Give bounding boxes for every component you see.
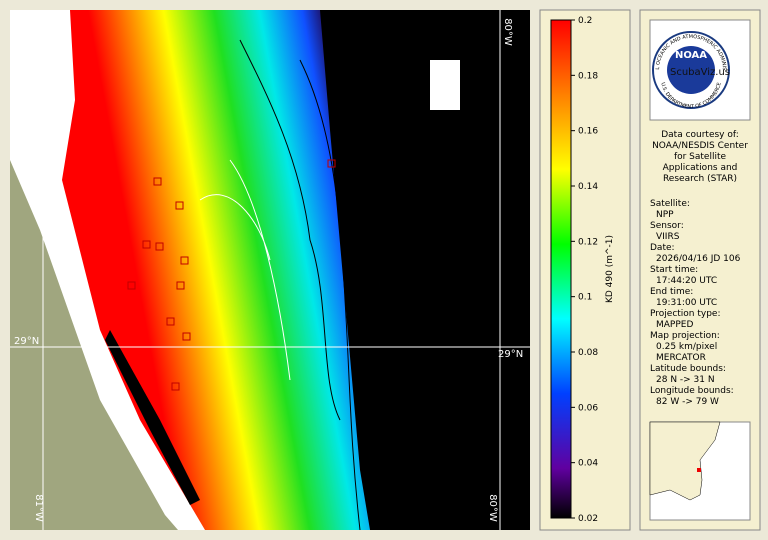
colorbar-tick-label: 0.2 (578, 16, 592, 26)
field-value: 19:31:00 UTC (656, 298, 717, 308)
logo-disc (667, 46, 715, 94)
colorbar-tick-label: 0.04 (578, 459, 598, 469)
colorbar-tick-label: 0.18 (578, 71, 598, 81)
field-label: Projection type: (650, 309, 721, 319)
field-value: 17:44:20 UTC (656, 276, 717, 286)
field-label: Start time: (650, 265, 698, 275)
field-value: NPP (656, 210, 674, 220)
inset-marker (697, 468, 701, 472)
credit-line: Applications and (663, 163, 738, 173)
credit-line: for Satellite (674, 152, 727, 162)
logo-name: NOAA (675, 50, 707, 61)
field-label: Sensor: (650, 221, 684, 231)
credit-line: Research (STAR) (663, 174, 737, 184)
field-label: End time: (650, 287, 693, 297)
inset-land (649, 421, 721, 501)
grid-label: 80°W (502, 18, 513, 46)
field-value: 82 W -> 79 W (656, 397, 719, 407)
field-label: Date: (650, 243, 675, 253)
field-value: 28 N -> 31 N (656, 375, 715, 385)
grid-label: 81°W (33, 494, 44, 522)
field-value: 0.25 km/pixel (656, 342, 717, 352)
watermark: ScubaViz.us (670, 67, 730, 78)
colorbar-tick-label: 0.08 (578, 348, 598, 358)
grid-label: 29°N (498, 349, 523, 360)
field-label: Map projection: (650, 331, 720, 341)
colorbar (550, 19, 572, 519)
field-value: VIIRS (656, 232, 680, 242)
map (10, 10, 530, 530)
credit-line: Data courtesy of: (661, 130, 739, 140)
colorbar-tick-label: 0.14 (578, 182, 598, 192)
colorbar-tick-label: 0.02 (578, 514, 598, 524)
grid-label: 80°W (487, 494, 498, 522)
colorbar-tick-label: 0.16 (578, 127, 598, 137)
field-label: Longitude bounds: (650, 386, 734, 396)
credit-line: NOAA/NESDIS Center (652, 141, 748, 151)
colorbar-tick-label: 0.12 (578, 237, 598, 247)
field-value: MAPPED (656, 320, 693, 330)
field-value: 2026/04/16 JD 106 (656, 254, 741, 264)
colorbar-tick-label: 0.06 (578, 403, 598, 413)
field-label: Satellite: (650, 199, 690, 209)
colorbar-tick-label: 0.1 (578, 293, 592, 303)
field-value: MERCATOR (656, 353, 706, 363)
grid-label: 29°N (14, 336, 39, 347)
field-label: Latitude bounds: (650, 364, 726, 374)
colorbar-label: KD 490 (m^-1) (605, 235, 615, 303)
grid-label: 81°W (45, 18, 56, 46)
